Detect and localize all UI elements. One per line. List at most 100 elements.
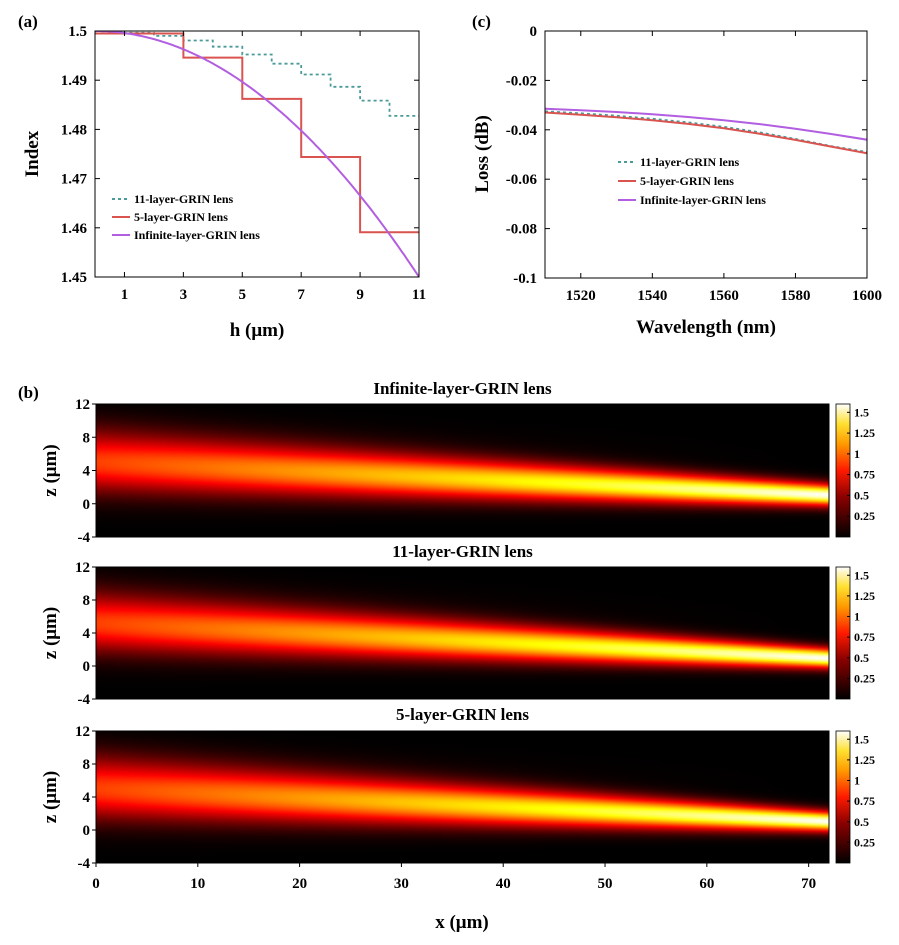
panel-a-index-profile: (a) 1 3 5 7 9 11 1.45 1.46 1.47 1.48 1.49 1.5 h (μm… <box>18 12 426 341</box>
colorbar-tick-label: 1.25 <box>854 426 875 440</box>
panel-a-legend: 11-layer-GRIN lens 5-layer-GRIN lens Infin… <box>112 192 260 242</box>
x-tick-label: 1540 <box>637 288 667 304</box>
y-tick-label: 12 <box>75 724 90 740</box>
y-tick-label: 1.49 <box>61 73 87 89</box>
colorbar-tick-label: 0.5 <box>854 815 869 829</box>
panel-b-label: (b) <box>18 383 39 402</box>
legend-entry: 11-layer-GRIN lens <box>640 155 740 169</box>
subplot-ylabel: z (μm) <box>40 444 61 496</box>
colorbar-tick-label: 0.75 <box>854 794 875 808</box>
colorbar-tick-label: 1.25 <box>854 589 875 603</box>
intensity-heatmap <box>96 567 829 699</box>
x-tick-label: 1 <box>121 287 129 303</box>
x-tick-label: 0 <box>92 876 100 892</box>
y-tick-label: 12 <box>75 397 90 413</box>
y-tick-label: 0 <box>530 24 538 40</box>
panel-b-xlabel: x (μm) <box>435 912 489 933</box>
y-tick-label: 4 <box>83 626 91 642</box>
subplot-ylabel: z (μm) <box>40 771 61 823</box>
y-tick-label: -4 <box>78 856 91 872</box>
legend-entry: 5-layer-GRIN lens <box>134 210 228 224</box>
subplot-title: 11-layer-GRIN lens <box>392 542 533 561</box>
colorbar-tick-label: 1.25 <box>854 753 875 767</box>
x-tick-label: 3 <box>180 287 188 303</box>
colorbar-tick-label: 1 <box>854 774 860 788</box>
series-line-infinite-layer-grin-lens <box>95 31 419 277</box>
y-tick-label: 1.45 <box>61 270 87 286</box>
panel-a-ylabel: Index <box>22 130 43 177</box>
colorbar-tick-label: 0.75 <box>854 468 875 482</box>
colorbar-gradient <box>835 730 851 864</box>
x-tick-label: 1560 <box>709 288 739 304</box>
y-tick-label: 0 <box>83 823 91 839</box>
intensity-heatmap <box>96 731 829 863</box>
x-tick-label: 1580 <box>780 288 810 304</box>
subplot-title: 5-layer-GRIN lens <box>396 705 529 724</box>
colorbar-tick-label: 1.5 <box>854 732 869 746</box>
panel-a-xlabel: h (μm) <box>230 320 285 341</box>
colorbar-tick-label: 1.5 <box>854 568 869 582</box>
x-tick-label: 40 <box>496 876 511 892</box>
y-tick-label: -0.04 <box>506 123 538 139</box>
x-tick-label: 60 <box>699 876 714 892</box>
legend-entry: Infinite-layer-GRIN lens <box>134 228 260 242</box>
legend-entry: Infinite-layer-GRIN lens <box>640 193 766 207</box>
colorbar-tick-label: 0.75 <box>854 630 875 644</box>
y-tick-label: 4 <box>83 464 91 480</box>
y-tick-label: 8 <box>83 430 91 446</box>
x-tick-label: 7 <box>297 287 305 303</box>
panel-c-ylabel: Loss (dB) <box>472 115 493 193</box>
x-tick-label: 11 <box>412 287 426 303</box>
legend-entry: 11-layer-GRIN lens <box>134 192 234 206</box>
y-tick-label: 1.46 <box>61 221 88 237</box>
y-tick-label: 4 <box>83 790 91 806</box>
y-tick-label: 1.5 <box>68 24 87 40</box>
y-tick-label: -0.08 <box>506 222 537 238</box>
panel-a-axes-box <box>94 30 420 278</box>
x-tick-label: 70 <box>801 876 816 892</box>
series-line-infinite-layer-grin-lens <box>545 107 867 141</box>
panel-c-loss: (c) 1520 1540 1560 1580 1600 0 -0.02 -0.04 -0.06… <box>472 12 882 338</box>
y-tick-label: -0.1 <box>513 271 537 287</box>
colorbar-tick-label: 1.5 <box>854 405 869 419</box>
colorbar: 1.5 1.25 1 0.75 0.5 0.25 <box>835 730 875 864</box>
colorbar-tick-label: 0.25 <box>854 835 875 849</box>
y-tick-label: 0 <box>83 659 91 675</box>
subplot-title: Infinite-layer-GRIN lens <box>373 379 552 398</box>
x-tick-label: 1600 <box>852 288 882 304</box>
colorbar-tick-label: 1 <box>854 447 860 461</box>
y-tick-label: -4 <box>78 530 91 546</box>
field-map-subplot: Infinite-layer-GRIN lens 12 8 4 0 -4 z (μm) 1.5… <box>40 379 875 546</box>
series-line-11-layer-grin-lens <box>95 31 419 117</box>
colorbar: 1.5 1.25 1 0.75 0.5 0.25 <box>835 566 875 700</box>
watermark: 公众号 @摩尔芯创 <box>670 894 820 915</box>
x-tick-label: 1520 <box>566 288 596 304</box>
y-tick-label: 0 <box>83 497 91 513</box>
series-line-5-layer-grin-lens <box>545 111 867 155</box>
y-tick-label: 1.48 <box>61 122 87 138</box>
y-tick-label: 8 <box>83 757 91 773</box>
y-tick-label: -0.02 <box>506 73 537 89</box>
subplot-ylabel: z (μm) <box>40 607 61 659</box>
y-tick-label: 1.47 <box>61 172 88 188</box>
colorbar-tick-label: 1 <box>854 610 860 624</box>
panel-c-axes-box <box>544 30 868 279</box>
colorbar-tick-label: 0.5 <box>854 651 869 665</box>
y-tick-label: -4 <box>78 692 91 708</box>
colorbar-tick-label: 0.25 <box>854 671 875 685</box>
colorbar-tick-label: 0.5 <box>854 488 869 502</box>
panel-c-xlabel: Wavelength (nm) <box>636 317 776 338</box>
x-tick-label: 30 <box>394 876 409 892</box>
y-tick-label: 8 <box>83 593 91 609</box>
x-tick-label: 9 <box>356 287 364 303</box>
panel-a-label: (a) <box>18 12 38 31</box>
legend-entry: 5-layer-GRIN lens <box>640 174 734 188</box>
colorbar-tick-label: 0.25 <box>854 509 875 523</box>
colorbar-gradient <box>835 566 851 700</box>
x-tick-label: 5 <box>239 287 247 303</box>
x-tick-label: 20 <box>292 876 307 892</box>
y-tick-label: 12 <box>75 560 90 576</box>
x-tick-label: 50 <box>598 876 613 892</box>
